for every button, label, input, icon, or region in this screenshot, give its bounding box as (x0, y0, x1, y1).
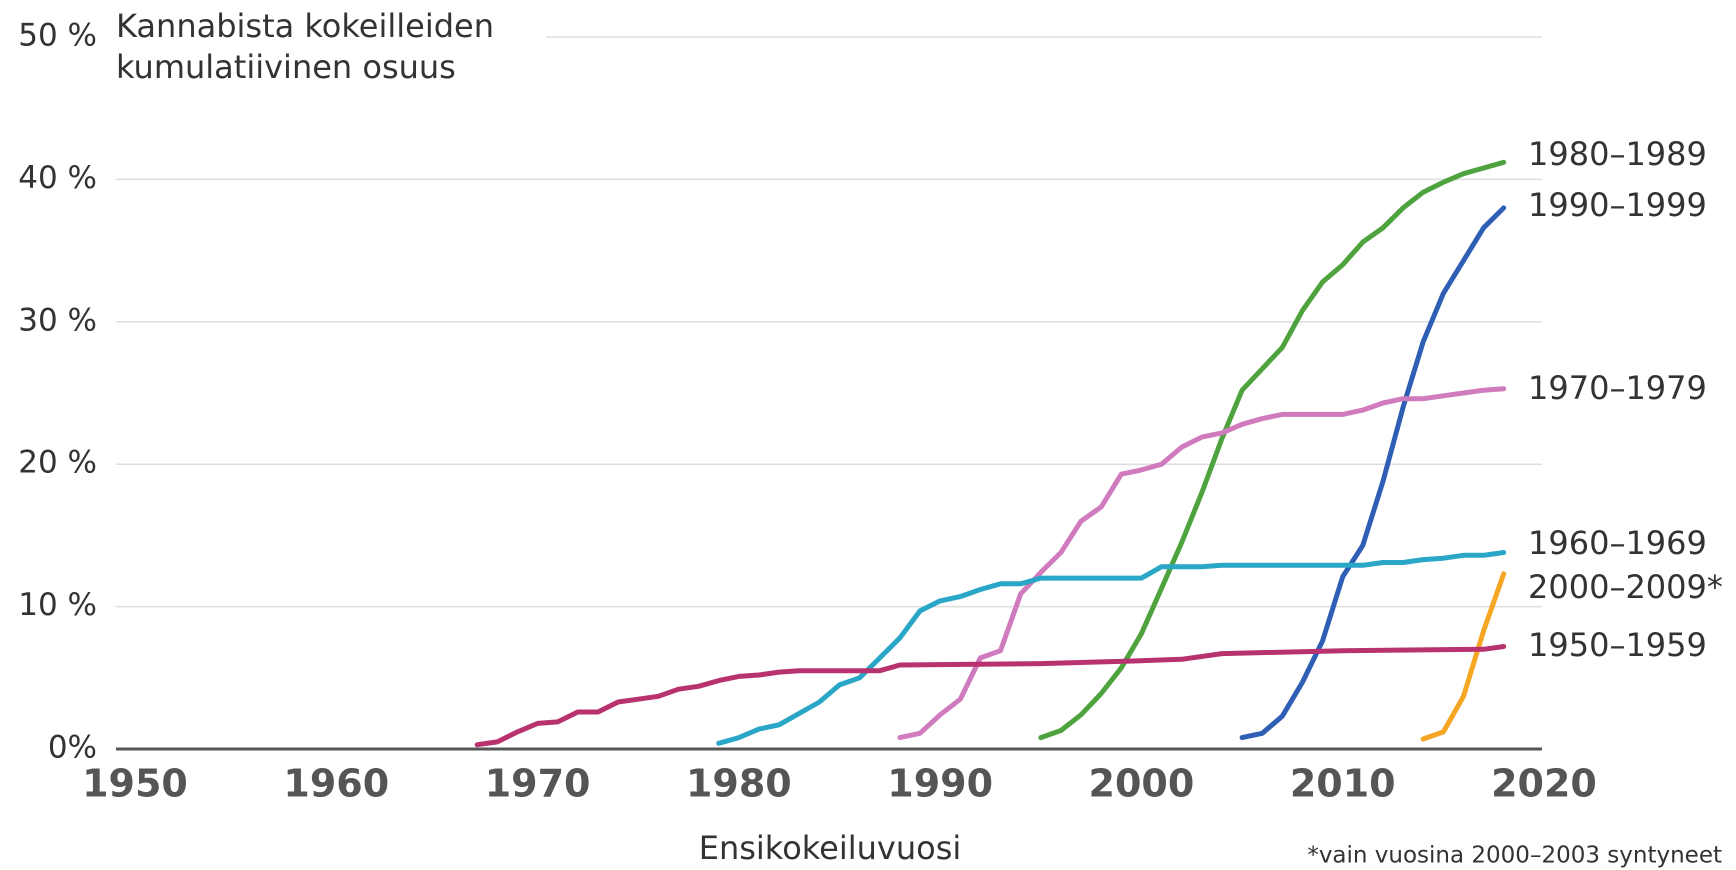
legend-label: 1980–1989 (1528, 135, 1707, 173)
x-tick-label: 2000 (1089, 762, 1195, 806)
legend-label: 1990–1999 (1528, 186, 1707, 224)
x-tick-label: 2020 (1491, 762, 1597, 806)
x-axis-label: Ensikokeiluvuosi (699, 829, 962, 867)
x-tick-label: 2010 (1290, 762, 1396, 806)
y-tick-label: 20 % (18, 445, 97, 481)
x-tick-label: 1980 (686, 762, 792, 806)
chart-title: Kannabista kokeilleiden (116, 7, 494, 45)
y-tick-label: 10 % (18, 587, 97, 623)
footnote: *vain vuosina 2000–2003 syntyneet (1307, 843, 1722, 869)
series-line (1239, 205, 1507, 741)
x-tick-label: 1970 (485, 762, 591, 806)
series-line (716, 550, 1507, 746)
series-line (897, 386, 1507, 741)
series-line (474, 644, 1507, 748)
x-tick-label: 1950 (82, 762, 188, 806)
chart-title: kumulatiivinen osuus (116, 48, 456, 86)
legend-label: 1950–1959 (1528, 626, 1707, 664)
x-tick-label: 1960 (283, 762, 389, 806)
legend-label: 1970–1979 (1528, 369, 1707, 407)
y-tick-label: 0% (48, 730, 97, 766)
series-line (1420, 571, 1507, 742)
y-tick-label: 50 % (18, 18, 97, 54)
series-line (1038, 159, 1507, 741)
y-tick-label: 30 % (18, 302, 97, 338)
x-tick-label: 1990 (887, 762, 993, 806)
y-tick-label: 40 % (18, 160, 97, 196)
legend-label: 1960–1969 (1528, 524, 1707, 562)
legend-label: 2000–2009* (1528, 568, 1723, 606)
